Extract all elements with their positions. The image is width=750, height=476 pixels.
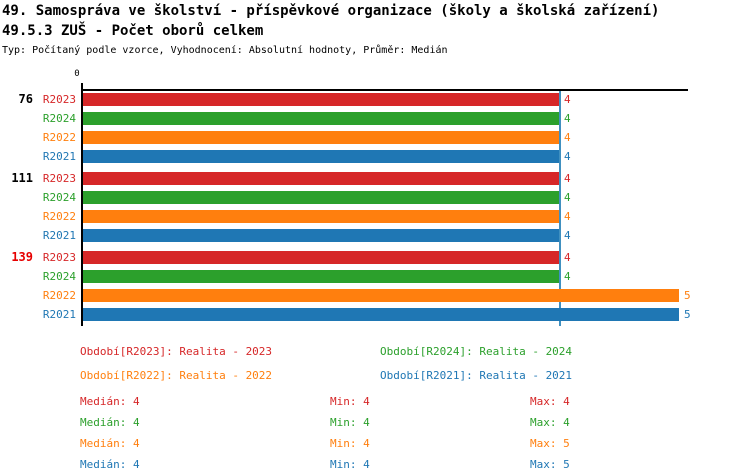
stat-max-r2022: Max: 5 bbox=[530, 437, 570, 450]
bar-r2021-group3 bbox=[83, 308, 679, 321]
bar-r2023-group1 bbox=[83, 93, 559, 106]
bar-r2024-group1 bbox=[83, 112, 559, 125]
bar-r2021-group2 bbox=[83, 229, 559, 242]
bar-value-r2022-group3: 5 bbox=[684, 289, 691, 302]
bar-value-r2023-group1: 4 bbox=[564, 93, 571, 106]
bar-value-r2023-group2: 4 bbox=[564, 172, 571, 185]
bar-label-r2022-group3: R2022 bbox=[42, 289, 76, 302]
stat-median-r2023: Medián: 4 bbox=[80, 395, 140, 408]
bar-r2023-group2 bbox=[83, 172, 559, 185]
bar-label-r2024-group3: R2024 bbox=[42, 270, 76, 283]
stat-median-r2021: Medián: 4 bbox=[80, 458, 140, 471]
bar-value-r2021-group2: 4 bbox=[564, 229, 571, 242]
bar-label-r2024-group1: R2024 bbox=[42, 112, 76, 125]
bar-r2022-group1 bbox=[83, 131, 559, 144]
page-title-line2: 49.5.3 ZUŠ - Počet oborů celkem bbox=[2, 23, 264, 39]
bar-r2021-group1 bbox=[83, 150, 559, 163]
bar-label-r2021-group3: R2021 bbox=[42, 308, 76, 321]
bar-value-r2021-group1: 4 bbox=[564, 150, 571, 163]
bar-r2022-group3 bbox=[83, 289, 679, 302]
stat-min-r2022: Min: 4 bbox=[330, 437, 370, 450]
bar-label-r2023-group2: R2023 bbox=[42, 172, 76, 185]
chart-subtitle: Typ: Počítaný podle vzorce, Vyhodnocení:… bbox=[2, 45, 448, 56]
bar-value-r2022-group2: 4 bbox=[564, 210, 571, 223]
bar-value-r2024-group1: 4 bbox=[564, 112, 571, 125]
bar-label-r2021-group2: R2021 bbox=[42, 229, 76, 242]
legend-item-r2022: Období[R2022]: Realita - 2022 bbox=[80, 369, 273, 382]
page-title-line1: 49. Samospráva ve školství - příspěvkové… bbox=[2, 3, 660, 19]
legend-item-r2024: Období[R2024]: Realita - 2024 bbox=[380, 345, 573, 358]
bar-r2024-group2 bbox=[83, 191, 559, 204]
stat-min-r2021: Min: 4 bbox=[330, 458, 370, 471]
group-label-111: 111 bbox=[11, 171, 33, 185]
bar-r2023-group3 bbox=[83, 251, 559, 264]
legend-item-r2023: Období[R2023]: Realita - 2023 bbox=[80, 345, 273, 358]
stat-median-r2024: Medián: 4 bbox=[80, 416, 140, 429]
bar-label-r2022-group2: R2022 bbox=[42, 210, 76, 223]
bar-label-r2023-group3: R2023 bbox=[42, 251, 76, 264]
bar-r2022-group2 bbox=[83, 210, 559, 223]
bar-label-r2023-group1: R2023 bbox=[42, 93, 76, 106]
group-label-139: 139 bbox=[11, 250, 33, 264]
stat-max-r2021: Max: 5 bbox=[530, 458, 570, 471]
bar-value-r2024-group3: 4 bbox=[564, 270, 571, 283]
bar-label-r2024-group2: R2024 bbox=[42, 191, 76, 204]
legend-item-r2021: Období[R2021]: Realita - 2021 bbox=[380, 369, 573, 382]
stat-min-r2024: Min: 4 bbox=[330, 416, 370, 429]
stat-max-r2024: Max: 4 bbox=[530, 416, 570, 429]
median-reference-line bbox=[559, 91, 561, 326]
bar-label-r2022-group1: R2022 bbox=[42, 131, 76, 144]
x-axis-origin-tick bbox=[81, 83, 83, 89]
stat-min-r2023: Min: 4 bbox=[330, 395, 370, 408]
group-label-76: 76 bbox=[18, 92, 33, 106]
bar-value-r2022-group1: 4 bbox=[564, 131, 571, 144]
x-axis-origin-tick-label: 0 bbox=[74, 69, 80, 79]
bar-value-r2024-group2: 4 bbox=[564, 191, 571, 204]
x-axis-line bbox=[81, 89, 688, 91]
y-axis-line bbox=[81, 89, 83, 326]
bar-value-r2021-group3: 5 bbox=[684, 308, 691, 321]
bar-label-r2021-group1: R2021 bbox=[42, 150, 76, 163]
stat-median-r2022: Medián: 4 bbox=[80, 437, 140, 450]
bar-r2024-group3 bbox=[83, 270, 559, 283]
stat-max-r2023: Max: 4 bbox=[530, 395, 570, 408]
bar-value-r2023-group3: 4 bbox=[564, 251, 571, 264]
